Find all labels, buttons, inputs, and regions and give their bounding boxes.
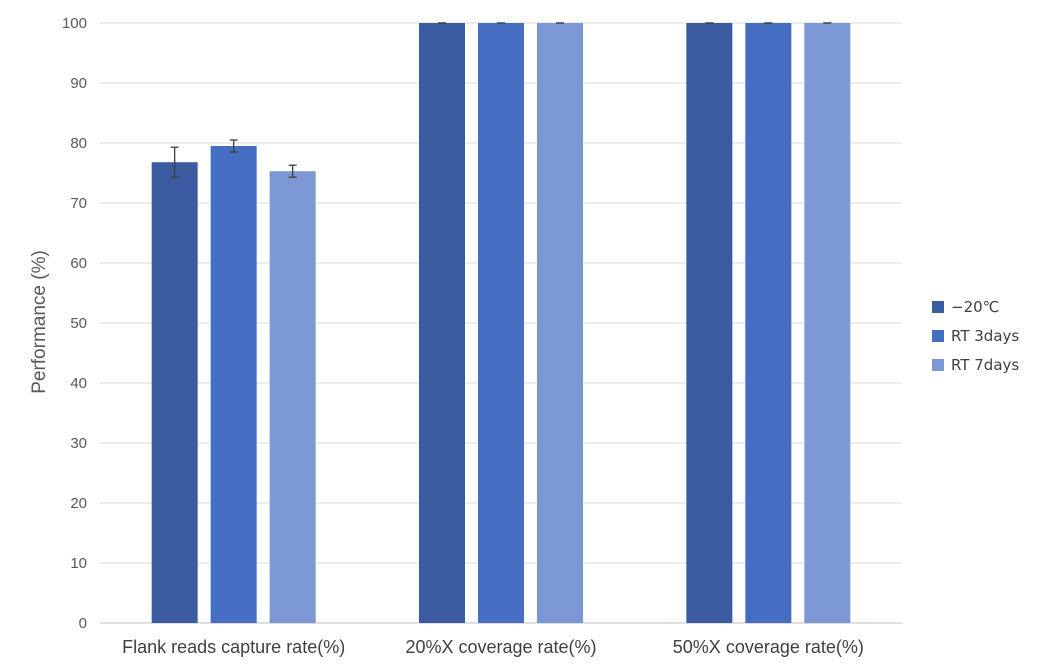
y-axis-ticks: 0 10 20 30 40 50 60 70 80 90 100	[62, 15, 87, 632]
y-tick-label: 0	[79, 615, 87, 632]
x-category-label: Flank reads capture rate(%)	[122, 637, 345, 657]
y-tick-label: 10	[70, 555, 87, 572]
y-axis-title: Performance (%)	[29, 250, 50, 394]
bar	[686, 23, 733, 623]
legend-swatch	[932, 359, 944, 371]
error-bars	[170, 22, 832, 178]
error-bar	[288, 164, 297, 178]
bar	[419, 23, 465, 623]
bar	[478, 23, 524, 623]
y-tick-label: 90	[70, 75, 87, 92]
legend-swatch	[932, 301, 944, 313]
y-tick-label: 100	[62, 15, 87, 32]
legend: −20℃ RT 3days RT 7days	[932, 298, 1019, 374]
legend-item: RT 3days	[932, 327, 1019, 345]
bar	[804, 23, 851, 623]
x-category-label: 50%X coverage rate(%)	[673, 637, 864, 657]
bar	[745, 23, 792, 623]
bar	[210, 146, 257, 623]
y-tick-label: 80	[70, 135, 87, 152]
y-tick-label: 20	[70, 495, 87, 512]
error-bar	[229, 139, 238, 153]
y-tick-label: 40	[70, 375, 87, 392]
legend-item: −20℃	[932, 298, 1000, 316]
legend-item: RT 7days	[932, 356, 1019, 374]
bars	[151, 23, 851, 623]
error-bar	[170, 146, 179, 178]
x-category-label: 20%X coverage rate(%)	[405, 637, 596, 657]
legend-label: RT 7days	[951, 356, 1019, 374]
bar	[151, 162, 198, 623]
y-tick-label: 60	[70, 255, 87, 272]
y-tick-label: 30	[70, 435, 87, 452]
y-tick-label: 50	[70, 315, 87, 332]
bar	[269, 171, 316, 623]
legend-label: −20℃	[951, 298, 1000, 316]
y-tick-label: 70	[70, 195, 87, 212]
bar	[537, 23, 583, 623]
legend-label: RT 3days	[951, 327, 1019, 345]
x-axis-categories: Flank reads capture rate(%) 20%X coverage…	[122, 637, 864, 657]
legend-swatch	[932, 330, 944, 342]
